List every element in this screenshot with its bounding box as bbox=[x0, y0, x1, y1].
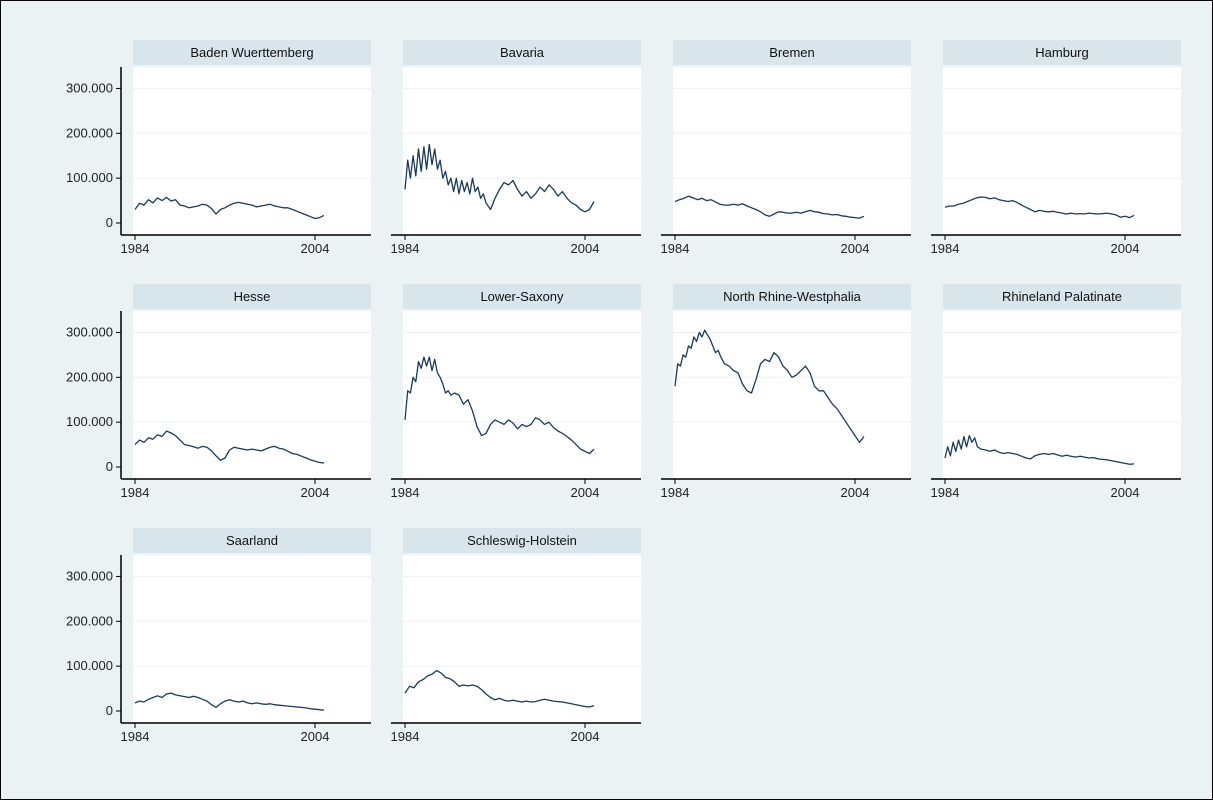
x-tick-label: 1984 bbox=[931, 485, 960, 500]
panel-title: Lower-Saxony bbox=[480, 289, 564, 304]
panel: Hamburg 1984 2004 bbox=[931, 40, 1181, 256]
series-line bbox=[404, 669, 595, 708]
plot-area bbox=[133, 311, 371, 479]
x-tick-label: 1984 bbox=[121, 241, 150, 256]
panel: Bremen 1984 2004 bbox=[661, 40, 911, 256]
x-tick-label: 2004 bbox=[1111, 485, 1140, 500]
panel-title-strip bbox=[943, 40, 1181, 65]
y-tick-label: 300.000 bbox=[66, 80, 113, 95]
plot-area bbox=[133, 555, 371, 723]
panel-title-strip bbox=[133, 284, 371, 309]
series-line bbox=[674, 329, 865, 443]
y-tick-label: 300.000 bbox=[66, 568, 113, 583]
panel: Bavaria 1984 2004 bbox=[391, 40, 641, 256]
panel-title: North Rhine-Westphalia bbox=[723, 289, 862, 304]
plot-area bbox=[943, 67, 1181, 235]
series-line bbox=[944, 434, 1135, 465]
panel-title: Rhineland Palatinate bbox=[1002, 289, 1122, 304]
x-tick-label: 1984 bbox=[121, 729, 150, 744]
x-tick-label: 2004 bbox=[841, 485, 870, 500]
series-line bbox=[404, 356, 595, 455]
x-tick-label: 1984 bbox=[391, 729, 420, 744]
series-line bbox=[404, 143, 595, 213]
panel: Hesse 0 100.000 200.000 300.000 1984 2004 bbox=[66, 284, 371, 500]
panel-title-strip bbox=[133, 528, 371, 553]
x-tick-label: 2004 bbox=[301, 241, 330, 256]
panel-title: Hesse bbox=[234, 289, 271, 304]
panel: Schleswig-Holstein 1984 2004 bbox=[391, 528, 641, 744]
series-line bbox=[134, 430, 325, 464]
panel-title: Bavaria bbox=[500, 45, 545, 60]
series-line bbox=[674, 195, 865, 219]
y-tick-label: 100.000 bbox=[66, 170, 113, 185]
x-tick-label: 1984 bbox=[391, 241, 420, 256]
y-tick-label: 200.000 bbox=[66, 125, 113, 140]
y-tick-label: 100.000 bbox=[66, 658, 113, 673]
panel-title: Schleswig-Holstein bbox=[467, 533, 577, 548]
panel-title-strip bbox=[673, 284, 911, 309]
panel-title-strip bbox=[133, 40, 371, 65]
x-tick-label: 1984 bbox=[931, 241, 960, 256]
panel-title-strip bbox=[403, 528, 641, 553]
panel-title-strip bbox=[403, 284, 641, 309]
panel: Rhineland Palatinate 1984 2004 bbox=[931, 284, 1181, 500]
panel: Saarland 0 100.000 200.000 300.000 1984 2004 bbox=[66, 528, 371, 744]
x-tick-label: 1984 bbox=[661, 241, 690, 256]
plot-area bbox=[403, 555, 641, 723]
x-tick-label: 1984 bbox=[121, 485, 150, 500]
plot-area bbox=[673, 311, 911, 479]
x-tick-label: 2004 bbox=[571, 729, 600, 744]
panel: Lower-Saxony 1984 2004 bbox=[391, 284, 641, 500]
y-tick-label: 0 bbox=[106, 703, 113, 718]
y-tick-label: 200.000 bbox=[66, 369, 113, 384]
x-tick-label: 2004 bbox=[301, 485, 330, 500]
y-tick-label: 100.000 bbox=[66, 414, 113, 429]
x-tick-label: 2004 bbox=[841, 241, 870, 256]
x-tick-label: 2004 bbox=[1111, 241, 1140, 256]
y-tick-label: 0 bbox=[106, 459, 113, 474]
x-tick-label: 2004 bbox=[301, 729, 330, 744]
plot-area bbox=[943, 311, 1181, 479]
panel-title-strip bbox=[403, 40, 641, 65]
series-line bbox=[944, 196, 1135, 219]
panel-title-strip bbox=[943, 284, 1181, 309]
x-tick-label: 2004 bbox=[571, 485, 600, 500]
panel-title: Baden Wuerttemberg bbox=[190, 45, 313, 60]
series-line bbox=[134, 196, 325, 220]
plot-area bbox=[673, 67, 911, 235]
panel-title-strip bbox=[673, 40, 911, 65]
panel: North Rhine-Westphalia 1984 2004 bbox=[661, 284, 911, 500]
plot-area bbox=[403, 67, 641, 235]
panel-title: Saarland bbox=[226, 533, 278, 548]
y-tick-label: 200.000 bbox=[66, 613, 113, 628]
panel-title: Hamburg bbox=[1035, 45, 1088, 60]
x-tick-label: 1984 bbox=[661, 485, 690, 500]
panel: Baden Wuerttemberg 0 100.000 200.000 300.000… bbox=[66, 40, 371, 256]
y-tick-label: 300.000 bbox=[66, 324, 113, 339]
plot-area bbox=[133, 67, 371, 235]
series-line bbox=[134, 692, 325, 711]
plot-area bbox=[403, 311, 641, 479]
x-tick-label: 1984 bbox=[391, 485, 420, 500]
y-tick-label: 0 bbox=[106, 215, 113, 230]
panel-title: Bremen bbox=[769, 45, 815, 60]
x-tick-label: 2004 bbox=[571, 241, 600, 256]
